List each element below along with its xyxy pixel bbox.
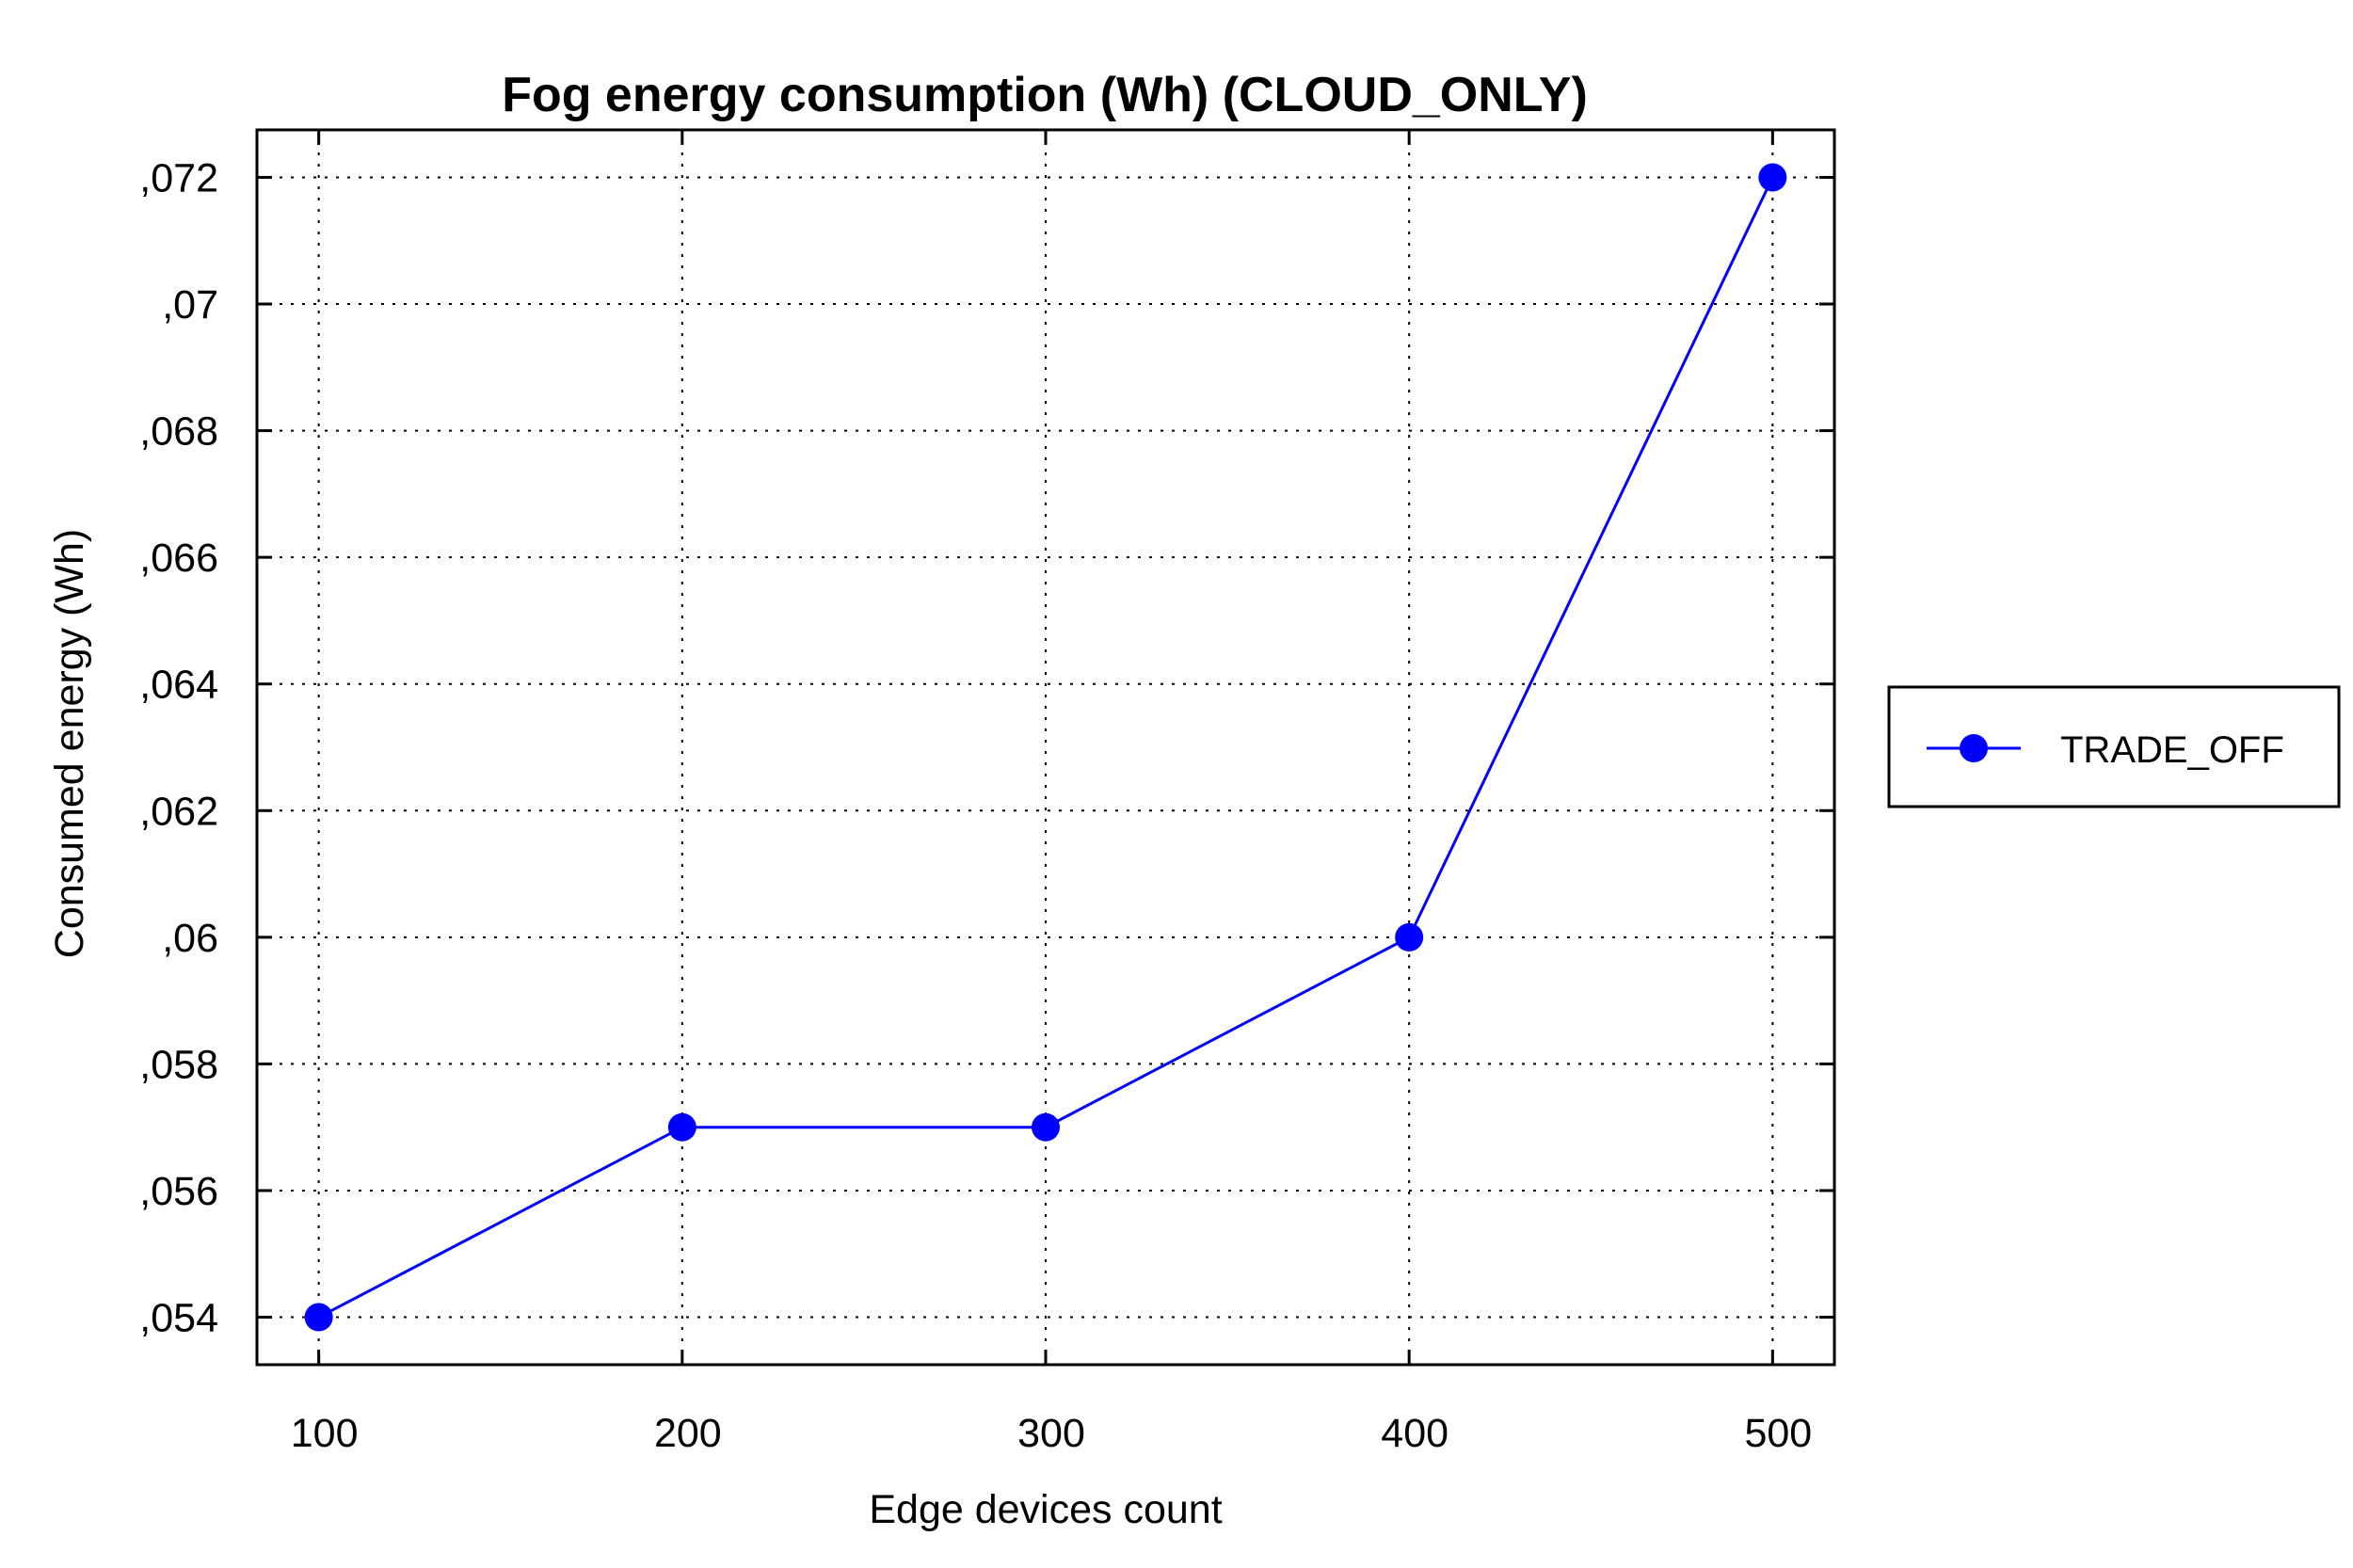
x-tick-label: 500 — [1744, 1411, 1812, 1456]
data-point — [1032, 1112, 1060, 1142]
x-tick-label: 400 — [1381, 1411, 1449, 1456]
y-axis-label: Consumed energy (Wh) — [47, 529, 92, 958]
y-tick-label: ,066 — [139, 536, 218, 581]
data-point — [304, 1303, 333, 1332]
grid — [257, 130, 1834, 1365]
y-tick-label: ,058 — [139, 1042, 218, 1087]
x-axis-label: Edge devices count — [869, 1487, 1222, 1532]
series-line — [317, 176, 1774, 1319]
x-tick-label: 100 — [291, 1411, 359, 1456]
legend-label-trade-off: TRADE_OFF — [2060, 729, 2284, 771]
y-tick-label: ,056 — [139, 1169, 218, 1214]
y-tick-label: ,06 — [162, 916, 218, 961]
data-point — [1758, 163, 1787, 192]
y-tick-label: ,072 — [139, 155, 218, 200]
y-tick-label: ,07 — [162, 282, 218, 328]
chart-title: Fog energy consumption (Wh) (CLOUD_ONLY) — [502, 68, 1588, 122]
x-tick-labels: 100 200 300 400 500 — [291, 1411, 1812, 1456]
y-tick-labels: ,054 ,056 ,058 ,06 ,062 ,064 ,066 ,068 ,07 ,072 — [139, 155, 218, 1340]
x-tick-label: 300 — [1017, 1411, 1085, 1456]
x-tick-label: 200 — [654, 1411, 722, 1456]
axis-ticks — [257, 130, 1834, 1365]
data-point — [1395, 922, 1424, 952]
y-tick-label: ,062 — [139, 789, 218, 834]
legend: TRADE_OFF — [1887, 685, 2341, 808]
legend-marker — [1960, 734, 1988, 762]
plot-frame — [255, 128, 1836, 1367]
y-tick-label: ,054 — [139, 1296, 218, 1341]
data-point — [667, 1112, 696, 1142]
y-tick-label: ,064 — [139, 663, 218, 708]
y-tick-label: ,068 — [139, 409, 218, 455]
series-trade-off — [304, 163, 1787, 1332]
